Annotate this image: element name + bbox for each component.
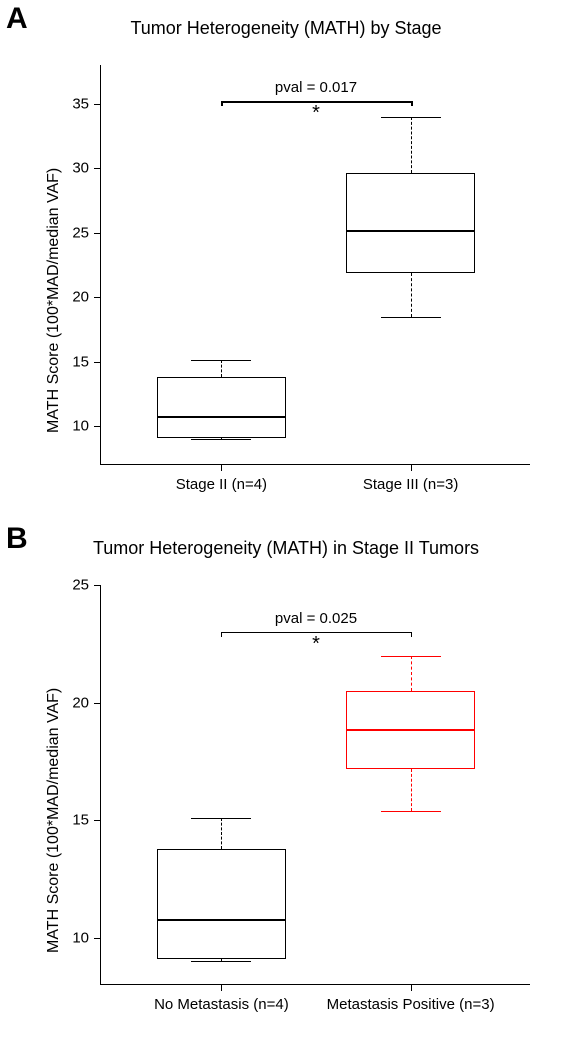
whisker-upper [411, 117, 412, 174]
y-tick-label: 35 [72, 95, 89, 112]
y-tick [94, 426, 101, 427]
x-tick-label: Stage II (n=4) [176, 476, 267, 493]
y-tick [94, 703, 101, 704]
y-tick [94, 297, 101, 298]
whisker-lower [411, 769, 412, 811]
y-tick-label: 15 [72, 353, 89, 370]
significance-star: * [312, 102, 320, 125]
y-tick [94, 820, 101, 821]
y-tick-label: 25 [72, 577, 89, 594]
whisker-cap-upper [381, 656, 441, 657]
y-tick [94, 938, 101, 939]
whisker-cap-upper [191, 360, 251, 361]
x-tick [221, 464, 222, 471]
chart-title: Tumor Heterogeneity (MATH) by Stage [0, 18, 572, 39]
whisker-cap-lower [381, 811, 441, 812]
y-tick [94, 585, 101, 586]
panel-panelA: ATumor Heterogeneity (MATH) by Stage1015… [0, 0, 572, 520]
y-axis-label: MATH Score (100*MAD/median VAF) [45, 688, 63, 953]
significance-bar-tick [221, 101, 223, 106]
boxplot-median [346, 729, 475, 731]
y-tick [94, 168, 101, 169]
figure-root: ATumor Heterogeneity (MATH) by Stage1015… [0, 0, 572, 1050]
boxplot-median [157, 416, 286, 418]
pvalue-text: pval = 0.017 [275, 79, 357, 96]
pvalue-text: pval = 0.025 [275, 610, 357, 627]
significance-star: * [312, 633, 320, 656]
significance-bar-tick [221, 632, 222, 637]
x-tick [411, 984, 412, 991]
whisker-cap-upper [381, 117, 441, 118]
boxplot-box [157, 849, 286, 960]
whisker-cap-upper [191, 818, 251, 819]
whisker-upper [411, 656, 412, 691]
y-tick-label: 20 [72, 694, 89, 711]
panel-panelB: BTumor Heterogeneity (MATH) in Stage II … [0, 520, 572, 1050]
boxplot-box [346, 173, 475, 272]
x-tick [411, 464, 412, 471]
significance-bar-tick [411, 632, 412, 637]
y-tick [94, 362, 101, 363]
whisker-upper [221, 360, 222, 377]
x-tick [221, 984, 222, 991]
whisker-cap-lower [191, 961, 251, 962]
y-tick-label: 25 [72, 224, 89, 241]
y-axis-label: MATH Score (100*MAD/median VAF) [45, 168, 63, 433]
y-tick-label: 30 [72, 160, 89, 177]
y-tick-label: 15 [72, 812, 89, 829]
chart-title: Tumor Heterogeneity (MATH) in Stage II T… [0, 538, 572, 559]
y-tick [94, 104, 101, 105]
plot-area: 10152025No Metastasis (n=4)Metastasis Po… [100, 585, 530, 985]
y-tick [94, 233, 101, 234]
y-tick-label: 10 [72, 418, 89, 435]
whisker-cap-lower [191, 439, 251, 440]
y-tick-label: 20 [72, 289, 89, 306]
whisker-cap-lower [381, 317, 441, 318]
whisker-upper [221, 818, 222, 849]
x-tick-label: No Metastasis (n=4) [154, 996, 289, 1013]
significance-bar-tick [411, 101, 413, 106]
boxplot-median [157, 919, 286, 921]
x-tick-label: Metastasis Positive (n=3) [327, 996, 495, 1013]
plot-area: 101520253035Stage II (n=4)Stage III (n=3… [100, 65, 530, 465]
y-tick-label: 10 [72, 929, 89, 946]
x-tick-label: Stage III (n=3) [363, 476, 458, 493]
boxplot-median [346, 230, 475, 232]
boxplot-box [157, 377, 286, 438]
whisker-lower [411, 273, 412, 317]
